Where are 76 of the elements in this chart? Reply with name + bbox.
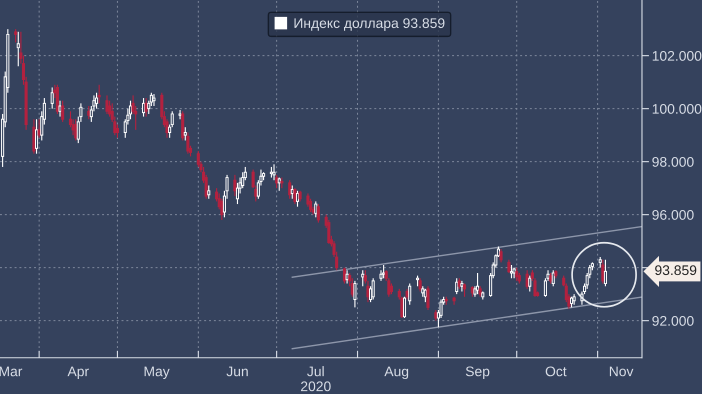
candlestick [372,278,375,300]
candlestick [515,267,518,282]
candlestick [288,180,292,200]
candlestick [186,132,190,154]
candlestick [181,110,184,142]
candlestick [50,86,54,110]
candlestick [56,84,59,115]
candlestick [342,267,346,284]
x-tick-label: Nov [610,366,634,376]
candlestick [470,286,474,298]
y-tick-label: 96.000 [652,210,694,220]
candlestick [35,118,38,154]
y-tick-label: 92.000 [652,316,694,326]
candlestick [361,270,364,287]
candlestick [598,256,602,268]
candlestick [570,296,574,308]
candlestick [462,282,466,298]
candlestick [444,296,448,306]
legend-label: Индекс доллара 93.859 [294,18,444,31]
x-tick-label: Oct [546,366,567,376]
candlestick [233,174,236,197]
candlestick [478,286,482,298]
candlestick [16,31,20,67]
candlestick [207,184,210,200]
candlestick [424,288,427,303]
candlestick [272,164,276,181]
x-tick-label: Aug [384,366,408,380]
candlestick [601,259,604,284]
candlestick [61,100,64,122]
candlestick [152,94,156,107]
y-tick-label: 100.000 [652,104,702,114]
candlestick [178,109,182,120]
candlestick [382,264,386,279]
x-tick-label: Sep [466,366,490,380]
candlestick [98,84,101,104]
candlestick [296,190,300,208]
candlestick [275,174,278,189]
x-tick-label: Mar [0,366,22,376]
candlestick [455,278,458,295]
candlestick [87,105,90,120]
candlestick [512,267,516,279]
candlestick [74,118,78,142]
candlestick [604,259,607,287]
candlestick [416,275,420,287]
candlestick [408,282,412,306]
x-tick-label: Apr [68,366,89,380]
candlestick [426,286,430,311]
candlestick [500,248,503,263]
candlestick [402,296,406,319]
candlestick [144,97,148,118]
candlestick [476,272,480,295]
candlestick [316,203,320,224]
candlestick [278,176,281,192]
candlestick [418,278,422,292]
candlestick [510,264,514,279]
candlestick [105,94,109,115]
y-tick-label: 102.000 [652,50,702,61]
candlestick [507,259,510,274]
y-tick-label: 98.000 [652,156,694,167]
candlestick [280,176,284,189]
candlestick [528,275,532,292]
candlestick [314,200,318,218]
candlestick [293,188,296,205]
candlestick [390,282,393,295]
x-tick-label: May [144,366,170,380]
text: 93.859 [655,265,696,276]
x-tick-label: Jun [226,366,248,376]
candlestick [298,190,302,202]
candlestick [14,28,18,43]
x-tick-label: Jul 2020 [301,366,331,392]
candlestick [460,280,464,292]
candlestick [184,126,187,142]
candlestick [353,280,356,308]
candlestick [552,270,555,287]
candlestick [95,92,98,110]
candlestick [572,294,576,306]
